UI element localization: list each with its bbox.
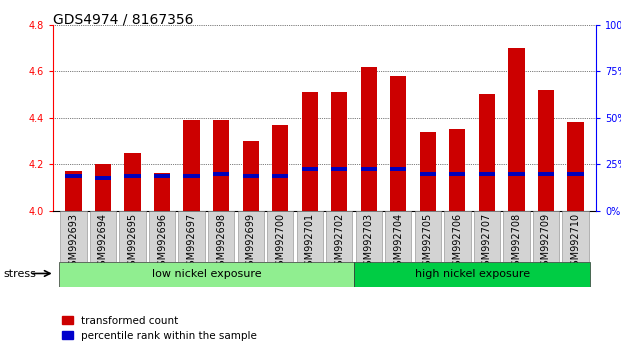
Bar	[568, 172, 584, 176]
Bar	[95, 164, 111, 211]
Bar	[390, 76, 406, 211]
FancyBboxPatch shape	[90, 211, 116, 262]
Bar	[183, 174, 200, 178]
Bar	[390, 167, 406, 171]
Text: GSM992697: GSM992697	[186, 213, 197, 272]
Text: GSM992705: GSM992705	[423, 213, 433, 273]
Bar	[509, 172, 525, 176]
FancyBboxPatch shape	[149, 211, 175, 262]
Text: GDS4974 / 8167356: GDS4974 / 8167356	[53, 12, 193, 27]
Bar	[479, 172, 495, 176]
Text: low nickel exposure: low nickel exposure	[152, 269, 261, 279]
Bar	[154, 174, 170, 178]
FancyBboxPatch shape	[178, 211, 205, 262]
Bar	[420, 172, 436, 176]
Bar	[243, 174, 259, 178]
Bar	[95, 176, 111, 181]
Bar	[479, 95, 495, 211]
Bar	[213, 172, 229, 176]
Text: GSM992710: GSM992710	[571, 213, 581, 272]
Text: GSM992708: GSM992708	[512, 213, 522, 272]
Bar	[183, 120, 200, 211]
FancyBboxPatch shape	[354, 262, 590, 287]
Legend: transformed count, percentile rank within the sample: transformed count, percentile rank withi…	[58, 312, 261, 345]
Bar	[302, 167, 318, 171]
FancyBboxPatch shape	[297, 211, 323, 262]
Text: GSM992696: GSM992696	[157, 213, 167, 272]
FancyBboxPatch shape	[208, 211, 234, 262]
Text: GSM992702: GSM992702	[334, 213, 344, 273]
Text: GSM992703: GSM992703	[364, 213, 374, 272]
FancyBboxPatch shape	[59, 262, 354, 287]
Bar	[65, 171, 81, 211]
Bar	[213, 120, 229, 211]
FancyBboxPatch shape	[533, 211, 559, 262]
Text: GSM992693: GSM992693	[68, 213, 78, 272]
FancyBboxPatch shape	[503, 211, 530, 262]
Text: GSM992709: GSM992709	[541, 213, 551, 272]
Text: GSM992695: GSM992695	[127, 213, 137, 272]
Text: GSM992701: GSM992701	[305, 213, 315, 272]
Bar	[331, 167, 347, 171]
Bar	[65, 174, 81, 178]
FancyBboxPatch shape	[385, 211, 412, 262]
Bar	[302, 92, 318, 211]
FancyBboxPatch shape	[356, 211, 382, 262]
Bar	[420, 132, 436, 211]
Bar	[538, 90, 554, 211]
Text: GSM992694: GSM992694	[98, 213, 108, 272]
Text: GSM992700: GSM992700	[275, 213, 285, 272]
FancyBboxPatch shape	[415, 211, 441, 262]
Bar	[361, 167, 377, 171]
Bar	[272, 125, 288, 211]
FancyBboxPatch shape	[60, 211, 86, 262]
FancyBboxPatch shape	[444, 211, 471, 262]
Text: high nickel exposure: high nickel exposure	[415, 269, 530, 279]
Bar	[538, 172, 554, 176]
Text: GSM992704: GSM992704	[393, 213, 403, 272]
FancyBboxPatch shape	[237, 211, 264, 262]
Bar	[449, 129, 466, 211]
Bar	[243, 141, 259, 211]
Bar	[509, 48, 525, 211]
FancyBboxPatch shape	[563, 211, 589, 262]
FancyBboxPatch shape	[326, 211, 352, 262]
Text: GSM992706: GSM992706	[452, 213, 463, 272]
Bar	[568, 122, 584, 211]
Bar	[272, 174, 288, 178]
FancyBboxPatch shape	[474, 211, 500, 262]
Text: GSM992699: GSM992699	[246, 213, 256, 272]
Bar	[124, 153, 140, 211]
Text: stress: stress	[3, 269, 36, 279]
Bar	[154, 173, 170, 211]
Bar	[361, 67, 377, 211]
Bar	[331, 92, 347, 211]
Text: GSM992698: GSM992698	[216, 213, 226, 272]
FancyBboxPatch shape	[267, 211, 293, 262]
Bar	[124, 174, 140, 178]
Text: GSM992707: GSM992707	[482, 213, 492, 273]
Bar	[449, 172, 466, 176]
FancyBboxPatch shape	[119, 211, 146, 262]
